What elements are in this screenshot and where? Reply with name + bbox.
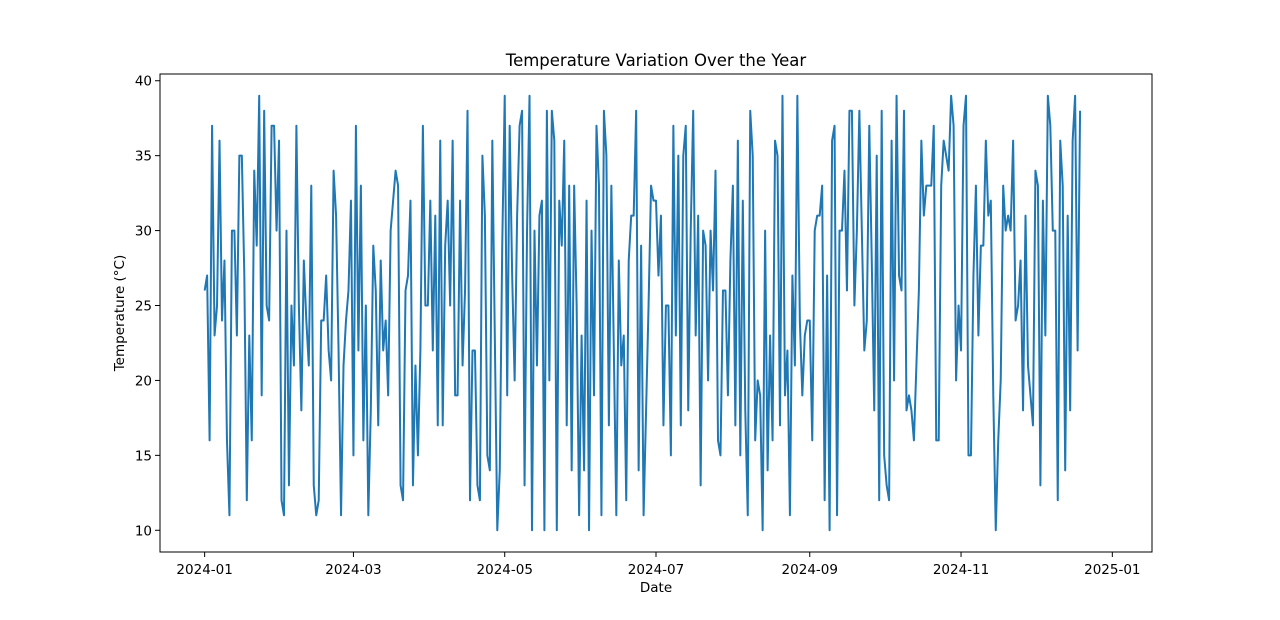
x-tick-label: 2025-01 xyxy=(1084,562,1140,578)
y-tick-label: 35 xyxy=(135,149,152,165)
y-axis-label: Temperature (°C) xyxy=(112,255,128,373)
x-tick-label: 2024-09 xyxy=(782,562,838,578)
series-layer xyxy=(203,94,1082,532)
x-axis: 2024-01 2024-03 2024-05 2024-07 2024-09 2024-… xyxy=(176,552,1141,578)
x-axis-label: Date xyxy=(640,580,672,596)
y-tick-label: 15 xyxy=(135,448,152,464)
x-tick-label: 2024-05 xyxy=(477,562,533,578)
x-tick-label: 2024-01 xyxy=(176,562,232,578)
y-tick-label: 10 xyxy=(135,523,152,539)
y-axis: 10 15 20 25 30 35 40 xyxy=(135,74,160,539)
y-tick-label: 20 xyxy=(135,373,152,389)
series-line-0 xyxy=(203,94,1082,532)
y-tick-label: 40 xyxy=(135,74,152,90)
x-tick-label: 2024-11 xyxy=(933,562,989,578)
x-tick-label: 2024-03 xyxy=(325,562,381,578)
y-tick-label: 30 xyxy=(135,224,152,240)
x-tick-label: 2024-07 xyxy=(628,562,684,578)
chart-title: Temperature Variation Over the Year xyxy=(505,51,807,70)
y-tick-label: 25 xyxy=(135,299,152,315)
